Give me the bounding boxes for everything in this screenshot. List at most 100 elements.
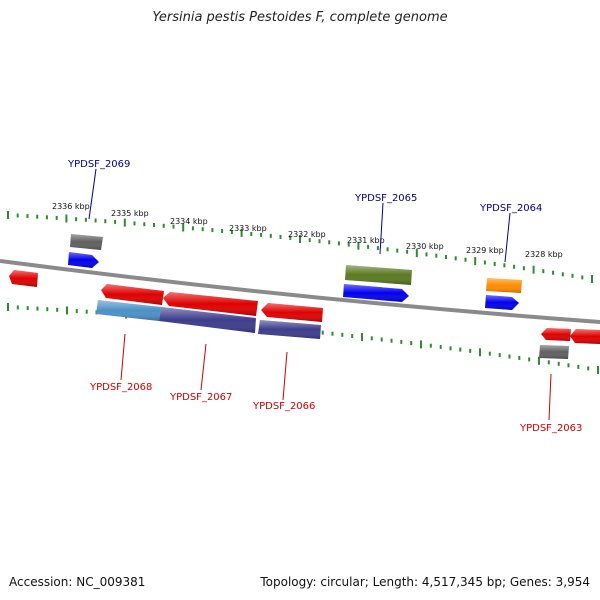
repeat-feature-ypdsf-2067-shade (159, 307, 256, 333)
tick-upper-48 (474, 257, 477, 266)
tick-upper-38 (376, 246, 379, 251)
tick-upper-7 (75, 217, 78, 222)
tick-lower-8 (85, 309, 88, 314)
trna-feature-ypdsf-2064-shade (486, 278, 522, 293)
tick-upper-50 (493, 261, 496, 266)
tick-lower-37 (370, 336, 373, 341)
tick-lower-59 (587, 366, 590, 371)
tick-upper-28 (279, 234, 282, 239)
tick-upper-22 (221, 229, 224, 233)
tick-lower-39 (390, 338, 393, 343)
gene-label-ypdsf-2064[interactable]: YPDSF_2064 (479, 203, 542, 214)
tick-lower-43 (429, 343, 432, 348)
tick-upper-40 (396, 248, 399, 253)
tick-lower-2 (26, 306, 29, 311)
tick-upper-15 (153, 223, 155, 227)
tick-upper-30 (299, 235, 301, 243)
tick-lower-35 (351, 334, 354, 338)
tick-upper-55 (542, 269, 545, 274)
cds-feature-ypdsf-2063-shade (541, 328, 571, 341)
tick-upper-59 (581, 275, 584, 280)
tick-lower-58 (577, 364, 580, 369)
tick-upper-6 (65, 214, 68, 223)
cds-feature-ypdsf-2068-shade (101, 284, 164, 305)
tick-upper-35 (347, 242, 350, 247)
tick-upper-14 (143, 222, 146, 227)
tick-upper-34 (337, 241, 340, 246)
gene-feature-ypdsf-2063-shade (539, 345, 569, 359)
tick-upper-3 (36, 214, 39, 219)
tick-lower-4 (46, 307, 49, 312)
tick-lower-52 (518, 355, 521, 360)
tick-upper-32 (318, 239, 321, 244)
tick-lower-56 (557, 361, 560, 366)
tick-lower-41 (410, 341, 413, 346)
gene-label-ypdsf-2069[interactable]: YPDSF_2069 (67, 159, 130, 170)
tick-upper-42 (415, 249, 418, 258)
misc-feature-ypdsf-2068-shade (96, 300, 161, 321)
tick-upper-17 (172, 224, 175, 229)
tick-lower-40 (400, 339, 403, 344)
tick-upper-24 (240, 228, 243, 237)
gene-label-ypdsf-2065[interactable]: YPDSF_2065 (354, 193, 417, 204)
tick-lower-47 (469, 348, 472, 353)
genome-backbone (0, 259, 600, 324)
gene-label-ypdsf-2068[interactable]: YPDSF_2068 (89, 382, 152, 393)
tick-upper-4 (45, 215, 48, 220)
tick-upper-47 (464, 257, 467, 262)
leader-ypdsf-2063 (548, 373, 552, 421)
tick-upper-26 (260, 232, 263, 237)
gene-label-ypdsf-2063[interactable]: YPDSF_2063 (519, 423, 582, 434)
tick-upper-2 (26, 214, 29, 219)
tick-upper-27 (269, 233, 272, 238)
map-title: Yersinia pestis Pestoides F, complete ge… (152, 10, 448, 25)
tick-upper-41 (406, 249, 409, 254)
tick-lower-38 (380, 337, 383, 342)
tick-lower-48 (479, 348, 481, 357)
tick-lower-57 (567, 363, 570, 368)
tick-upper-13 (133, 221, 136, 226)
gene-label-ypdsf-2066[interactable]: YPDSF_2066 (252, 401, 315, 412)
tick-lower-54 (538, 356, 540, 365)
tick-upper-5 (55, 215, 58, 220)
cds-feature-right-edge-shade (570, 329, 600, 344)
tick-upper-49 (483, 260, 486, 265)
label-leaders (88, 168, 552, 421)
tick-upper-37 (367, 244, 370, 249)
tick-upper-20 (201, 227, 204, 232)
tick-upper-44 (435, 253, 438, 258)
tick-upper-33 (328, 240, 331, 245)
tick-lower-44 (439, 344, 442, 349)
gene-feature-ypdsf-2069-shade (70, 234, 103, 250)
tick-upper-56 (552, 270, 555, 275)
tick-upper-58 (571, 273, 574, 278)
gene-label-ypdsf-2067[interactable]: YPDSF_2067 (169, 392, 232, 403)
tick-upper-1 (16, 213, 19, 218)
tick-lower-3 (36, 306, 39, 311)
tick-lower-45 (449, 346, 452, 351)
tick-upper-16 (162, 223, 165, 228)
tick-row-upper (7, 211, 593, 283)
tick-lower-53 (528, 357, 531, 362)
leader-ypdsf-2065 (379, 202, 384, 255)
repeat-feature-ypdsf-2066-shade (258, 320, 321, 339)
scale-label-2: 2334 kbp (170, 217, 208, 226)
cds-feature-ypdsf-2064-shade (485, 295, 519, 310)
tick-upper-54 (532, 265, 535, 274)
tick-upper-39 (386, 247, 389, 252)
tick-lower-60 (597, 366, 599, 374)
tick-upper-43 (425, 252, 428, 257)
tick-lower-32 (321, 330, 324, 335)
tick-upper-19 (191, 226, 194, 231)
leader-ypdsf-2064 (504, 212, 511, 263)
tick-lower-0 (7, 303, 9, 311)
tick-upper-9 (94, 218, 97, 223)
topology-text: Topology: circular; Length: 4,517,345 bp… (260, 575, 590, 589)
tick-upper-31 (308, 238, 311, 243)
tick-lower-5 (56, 307, 59, 312)
tick-upper-12 (123, 218, 126, 227)
leader-ypdsf-2066 (282, 351, 288, 401)
scale-labels: 2336 kbp 2335 kbp 2334 kbp 2333 kbp 2332 kbp… (52, 202, 563, 259)
tick-upper-46 (454, 256, 457, 261)
tick-upper-0 (7, 211, 9, 219)
